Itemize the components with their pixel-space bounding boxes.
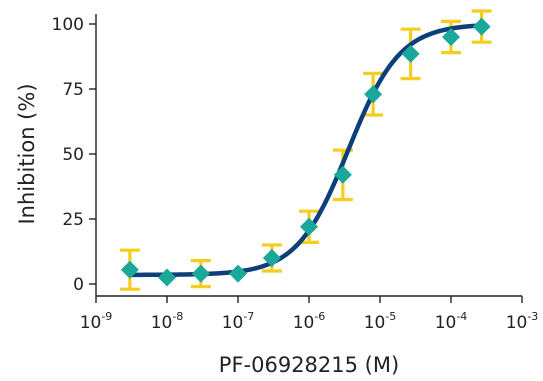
data-point-marker [442, 28, 460, 46]
x-tick-label: 10-3 [506, 310, 539, 333]
data-markers [120, 17, 491, 287]
data-point-marker [401, 44, 420, 63]
x-axis-title: PF-06928215 (M) [219, 353, 399, 377]
x-tick-label: 10-6 [293, 310, 326, 333]
y-ticks: 0 25 50 75 100 [52, 15, 96, 295]
x-tick-label: 10-4 [435, 310, 468, 333]
fit-curve [127, 23, 484, 278]
data-point-marker [472, 17, 491, 36]
y-axis-title: Inhibition (%) [15, 83, 39, 224]
y-tick-label: 100 [52, 15, 84, 35]
data-point-marker [191, 264, 210, 283]
data-point-marker [262, 249, 281, 267]
data-point-marker [364, 85, 383, 104]
y-tick-label: 75 [62, 80, 84, 100]
error-bars [119, 9, 492, 291]
y-tick-label: 25 [62, 210, 84, 230]
x-tick-label: 10-7 [222, 310, 255, 333]
y-axis: 0 25 50 75 100 [52, 14, 97, 296]
y-tick-label: 0 [73, 275, 84, 295]
data-point-marker [333, 165, 352, 184]
y-tick-label: 50 [62, 145, 84, 165]
x-tick-label: 10-5 [364, 310, 397, 333]
x-tick-label: 10-9 [80, 310, 113, 333]
x-axis: 10-9 10-8 10-7 10-6 10-5 10-4 10-3 [80, 295, 539, 333]
data-point-marker [120, 260, 139, 279]
data-point-marker [300, 217, 318, 236]
x-tick-label: 10-8 [151, 310, 184, 333]
x-ticks: 10-9 10-8 10-7 10-6 10-5 10-4 10-3 [80, 296, 539, 333]
data-point-marker [158, 268, 176, 287]
data-point-marker [229, 264, 247, 283]
